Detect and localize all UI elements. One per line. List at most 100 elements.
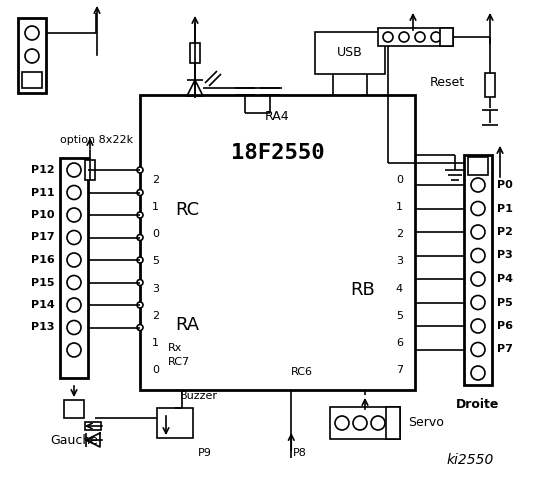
- Circle shape: [137, 302, 143, 308]
- Text: Reset: Reset: [430, 76, 465, 89]
- Text: P0: P0: [497, 180, 513, 190]
- Text: Servo: Servo: [408, 417, 444, 430]
- Text: P1: P1: [497, 204, 513, 214]
- Circle shape: [471, 178, 485, 192]
- Circle shape: [383, 32, 393, 42]
- Text: P12: P12: [32, 165, 55, 175]
- Text: option 8x22k: option 8x22k: [60, 135, 133, 145]
- Bar: [378, 28, 453, 46]
- Text: 5: 5: [396, 311, 403, 321]
- Text: 1: 1: [152, 202, 159, 212]
- Text: RC6: RC6: [291, 367, 313, 377]
- Text: P14: P14: [32, 300, 55, 310]
- Circle shape: [335, 416, 349, 430]
- Circle shape: [471, 319, 485, 333]
- Text: P7: P7: [497, 345, 513, 355]
- Text: USB: USB: [337, 47, 363, 60]
- Circle shape: [67, 343, 81, 357]
- Circle shape: [137, 212, 143, 218]
- Text: P4: P4: [497, 274, 513, 284]
- Bar: [140, 95, 415, 390]
- Circle shape: [137, 190, 143, 195]
- Text: 2: 2: [152, 311, 159, 321]
- Circle shape: [67, 253, 81, 267]
- Text: P16: P16: [32, 255, 55, 265]
- Circle shape: [67, 163, 81, 177]
- Text: ki2550: ki2550: [446, 453, 494, 467]
- Circle shape: [471, 249, 485, 263]
- Circle shape: [67, 321, 81, 335]
- Bar: [64, 400, 84, 418]
- Text: 3: 3: [396, 256, 403, 266]
- Circle shape: [415, 32, 425, 42]
- Circle shape: [25, 26, 39, 40]
- Bar: [468, 157, 488, 175]
- Text: RA: RA: [175, 316, 199, 334]
- Bar: [386, 407, 400, 439]
- Text: P5: P5: [497, 298, 513, 308]
- Text: RB: RB: [350, 281, 375, 299]
- Bar: [157, 408, 193, 438]
- Circle shape: [25, 49, 39, 63]
- Circle shape: [137, 324, 143, 331]
- Bar: [330, 407, 400, 439]
- Text: RA4: RA4: [265, 110, 290, 123]
- Text: Rx: Rx: [168, 343, 182, 353]
- Circle shape: [471, 366, 485, 380]
- Circle shape: [67, 298, 81, 312]
- Bar: [85, 422, 101, 430]
- Text: Droite: Droite: [456, 398, 500, 411]
- Text: 18F2550: 18F2550: [231, 143, 324, 163]
- Bar: [485, 73, 495, 97]
- Text: 6: 6: [396, 338, 403, 348]
- Text: 1: 1: [396, 202, 403, 212]
- Text: P10: P10: [32, 210, 55, 220]
- Text: 7: 7: [396, 365, 403, 375]
- Bar: [60, 158, 88, 378]
- Circle shape: [399, 32, 409, 42]
- Text: 1: 1: [152, 338, 159, 348]
- Bar: [85, 160, 95, 180]
- Circle shape: [137, 257, 143, 263]
- Circle shape: [67, 185, 81, 200]
- Bar: [22, 72, 42, 88]
- Text: Buzzer: Buzzer: [180, 391, 218, 401]
- Circle shape: [371, 416, 385, 430]
- Text: Gauche: Gauche: [50, 433, 98, 446]
- Bar: [440, 28, 453, 46]
- Circle shape: [137, 235, 143, 240]
- Text: P8: P8: [293, 448, 307, 458]
- Circle shape: [137, 167, 143, 173]
- Text: P13: P13: [32, 323, 55, 333]
- Text: 2: 2: [152, 175, 159, 185]
- Circle shape: [471, 202, 485, 216]
- Text: 3: 3: [152, 284, 159, 294]
- Text: RC: RC: [175, 201, 199, 219]
- Text: 0: 0: [152, 365, 159, 375]
- Bar: [464, 155, 492, 385]
- Circle shape: [471, 272, 485, 286]
- Circle shape: [353, 416, 367, 430]
- Circle shape: [431, 32, 441, 42]
- Text: P9: P9: [198, 448, 212, 458]
- Circle shape: [67, 230, 81, 244]
- Text: 2: 2: [396, 229, 403, 240]
- Bar: [18, 18, 46, 93]
- Circle shape: [67, 276, 81, 289]
- Text: 5: 5: [152, 256, 159, 266]
- Circle shape: [471, 343, 485, 357]
- Circle shape: [471, 225, 485, 239]
- Circle shape: [137, 279, 143, 286]
- Text: P11: P11: [32, 188, 55, 197]
- Text: 4: 4: [396, 284, 403, 294]
- Bar: [190, 43, 200, 63]
- Text: P2: P2: [497, 227, 513, 237]
- Circle shape: [471, 296, 485, 310]
- Text: P17: P17: [32, 232, 55, 242]
- Text: RC7: RC7: [168, 357, 190, 367]
- Text: P15: P15: [32, 277, 55, 288]
- Bar: [315, 32, 385, 74]
- Circle shape: [67, 208, 81, 222]
- Text: P3: P3: [497, 251, 513, 261]
- Text: P6: P6: [497, 321, 513, 331]
